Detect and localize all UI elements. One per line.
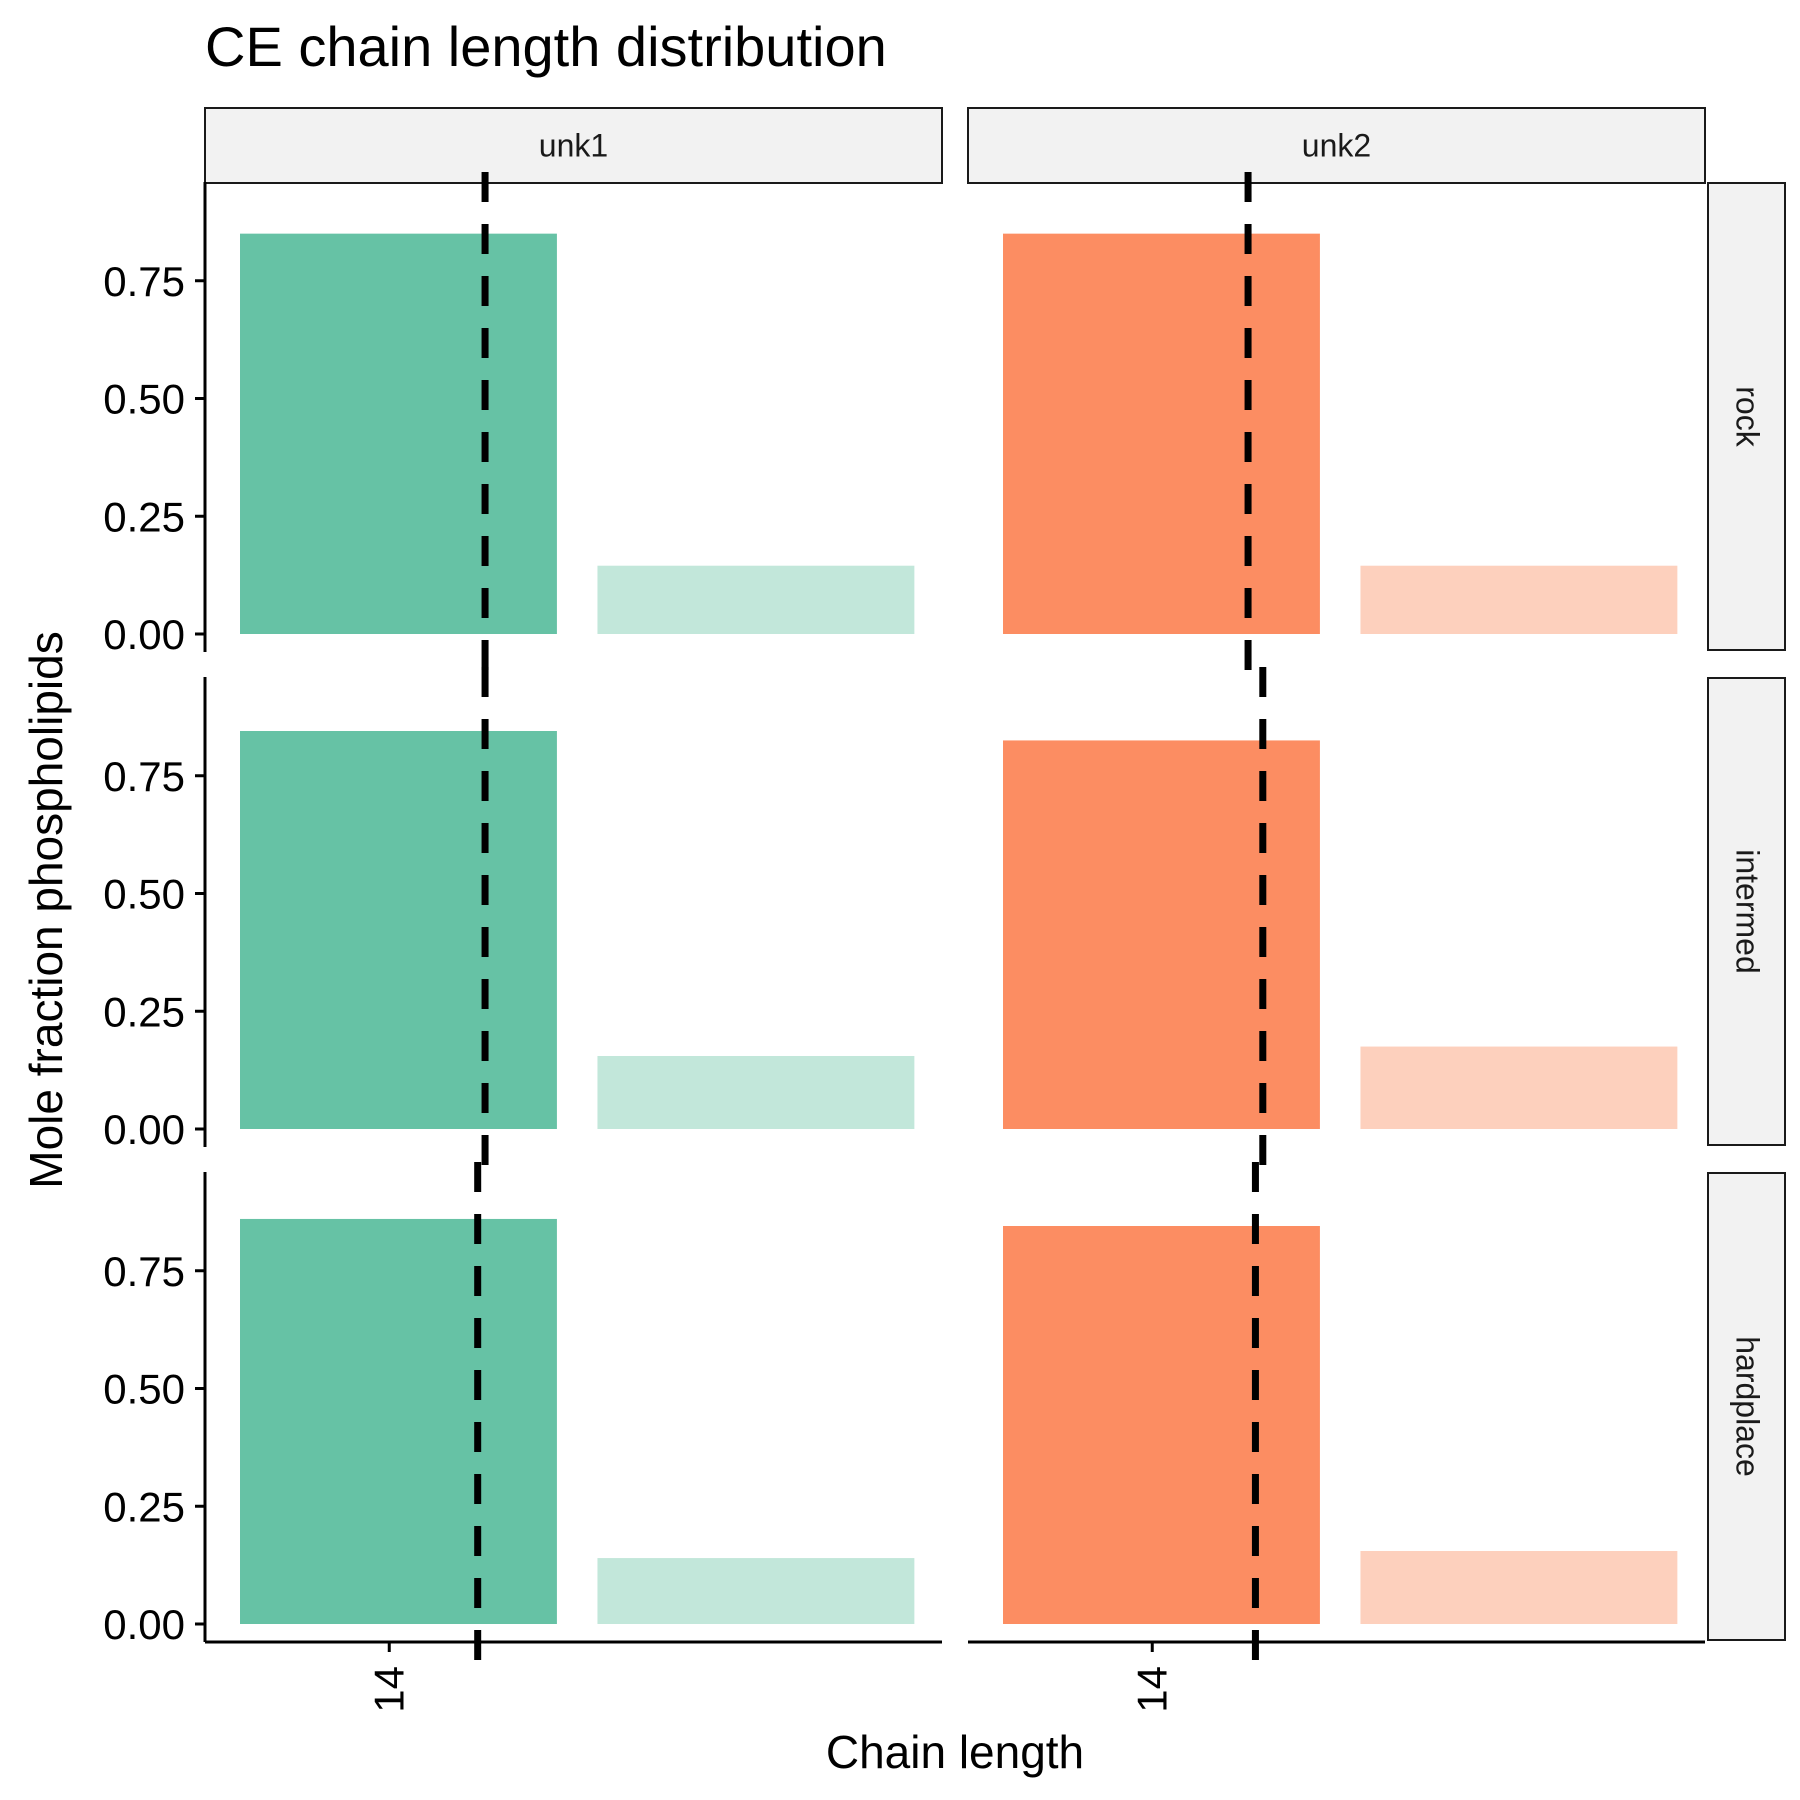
bar bbox=[1003, 1226, 1320, 1624]
facet-strip-label: intermed bbox=[1730, 849, 1766, 974]
panel-unk1-hardplace: 0.00 0.25 0.50 0.75 14 bbox=[103, 1162, 942, 1713]
bar bbox=[1360, 1550, 1678, 1624]
panel-unk2-rock bbox=[1003, 172, 1678, 670]
facet-strip-label: unk2 bbox=[1302, 128, 1371, 164]
y-tick-label: 0.50 bbox=[103, 871, 185, 918]
panel-unk1-intermed: 0.00 0.25 0.50 0.75 bbox=[103, 667, 915, 1165]
y-tick-label: 0.50 bbox=[103, 376, 185, 423]
facet-strip-hardplace bbox=[1707, 1172, 1786, 1641]
y-tick-label: 0.25 bbox=[103, 493, 185, 540]
bar bbox=[1360, 565, 1678, 634]
bar bbox=[597, 565, 915, 634]
bar bbox=[1360, 1046, 1678, 1129]
bar bbox=[597, 1558, 915, 1624]
y-tick-label: 0.25 bbox=[103, 988, 185, 1035]
y-tick-label: 0.75 bbox=[103, 1248, 185, 1295]
y-tick-label: 0.75 bbox=[103, 258, 185, 305]
y-tick-label: 0.00 bbox=[103, 1106, 185, 1153]
chart-title: CE chain length distribution bbox=[205, 15, 887, 78]
y-tick-label: 0.25 bbox=[103, 1483, 185, 1530]
facet-strip-intermed bbox=[1707, 677, 1786, 1146]
bar bbox=[240, 233, 557, 634]
panel-unk2-intermed bbox=[1003, 667, 1678, 1165]
facet-strip-unk1 bbox=[204, 107, 943, 184]
facet-strip-label: unk1 bbox=[539, 128, 608, 164]
x-tick-label: 14 bbox=[365, 1666, 412, 1713]
x-tick-label: 14 bbox=[1128, 1666, 1175, 1713]
bar bbox=[1003, 233, 1320, 634]
facet-strip-label: hardplace bbox=[1730, 1336, 1766, 1477]
facet-strip-label: rock bbox=[1730, 386, 1766, 447]
y-tick-label: 0.00 bbox=[103, 611, 185, 658]
panel-unk2-hardplace: 14 bbox=[968, 1162, 1705, 1713]
bar bbox=[1003, 740, 1320, 1129]
bar bbox=[597, 1055, 915, 1129]
facet-panels: unk1 unk2 rock intermed hardplace 0.00 0.25 0.5… bbox=[103, 107, 1786, 1713]
y-tick-label: 0.75 bbox=[103, 753, 185, 800]
y-axis-title: Mole fraction phospholipids bbox=[20, 631, 72, 1188]
y-tick-label: 0.00 bbox=[103, 1601, 185, 1648]
bar bbox=[240, 731, 557, 1129]
x-axis-title: Chain length bbox=[826, 1726, 1084, 1778]
bar bbox=[240, 1218, 557, 1624]
facet-strip-unk2 bbox=[967, 107, 1706, 184]
panel-unk1-rock: 0.00 0.25 0.50 0.75 bbox=[103, 172, 915, 670]
facet-strip-rock bbox=[1707, 182, 1786, 651]
y-tick-label: 0.50 bbox=[103, 1366, 185, 1413]
